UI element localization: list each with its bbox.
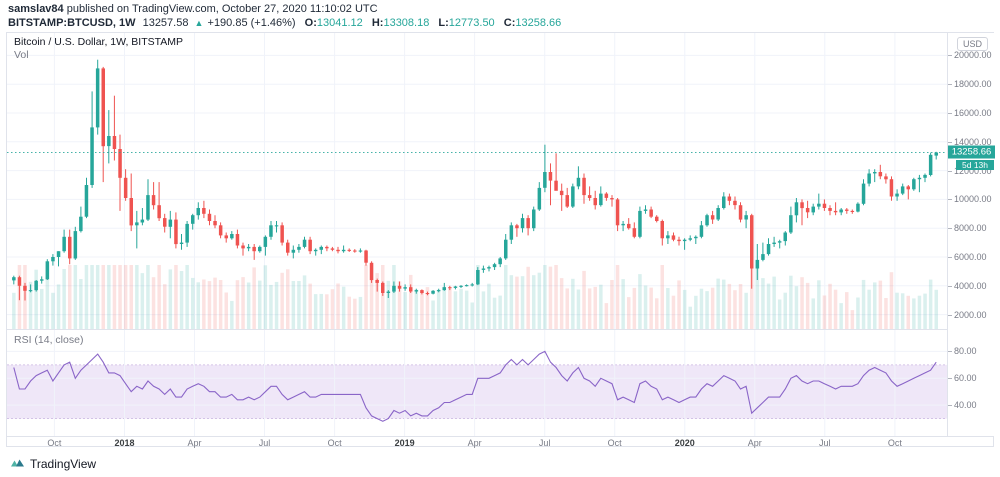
chart-frame: Bitcoin / U.S. Dollar, 1W, BITSTAMP Vol … [6, 32, 995, 448]
price-axis-tick-dash [948, 199, 952, 201]
time-axis-tick: Apr [187, 438, 202, 448]
price-axis-tick: 18000.00 [954, 79, 992, 90]
attribution-line: samslav84 published on TradingView.com, … [8, 2, 378, 16]
price-axis-tick-dash [948, 113, 952, 114]
chart-legend-volume: Vol [14, 49, 29, 61]
price-pane[interactable]: Bitcoin / U.S. Dollar, 1W, BITSTAMP Vol [7, 33, 947, 329]
price-chart-svg [7, 33, 947, 329]
price-axis-tick: 16000.00 [954, 108, 992, 118]
price-axis-tick: 20000.00 [954, 50, 992, 61]
quote-low-value: 12773.50 [448, 17, 495, 29]
price-axis-tick-dash [948, 170, 952, 172]
time-axis-tick: 2020 [674, 438, 695, 448]
quote-close-key: C: [503, 17, 516, 29]
pane-divider [7, 329, 947, 330]
time-axis-tick: Apr [467, 438, 482, 448]
quote-high-key: H: [371, 17, 384, 29]
time-axis-tick: Oct [607, 438, 622, 448]
price-axis-tick-dash [948, 141, 952, 143]
rsi-chart-svg [7, 330, 947, 436]
time-axis[interactable]: Oct 2018 Apr Jul Oct 2019 Apr Jul Oct 2020 Apr Jul O… [7, 436, 994, 448]
rsi-axis-tick-dash [948, 405, 952, 407]
quote-low-key: L: [438, 17, 449, 29]
chart-legend-title: Bitcoin / U.S. Dollar, 1W, BITSTAMP [14, 36, 184, 48]
rsi-pane[interactable]: RSI (14, close) [7, 330, 947, 436]
time-axis-tick: Oct [327, 438, 342, 448]
quote-symbol[interactable]: BITSTAMP:BTCUSD, 1W [8, 17, 136, 29]
time-axis-tick: 2018 [114, 438, 135, 448]
price-axis-tick: 8000.00 [954, 223, 987, 234]
rsi-axis-tick: 80.00 [954, 346, 977, 357]
time-axis-tick: Jul [819, 438, 831, 448]
price-axis-tick: 2000.00 [954, 309, 987, 320]
quote-high-value: 13308.18 [383, 17, 430, 29]
price-axis-tick-dash [948, 55, 952, 57]
price-axis-tick: 6000.00 [954, 252, 987, 262]
current-price-badge[interactable]: 13258.66 [948, 145, 995, 159]
quote-up-arrow-icon: ▲ [194, 18, 204, 28]
time-axis-tick: Oct [47, 438, 62, 448]
price-axis-tick: 12000.00 [954, 166, 992, 176]
time-axis-tick: Jul [538, 438, 551, 448]
quote-open-key: O: [304, 17, 317, 29]
time-axis-tick: Jul [258, 438, 271, 448]
price-axis-tick: 4000.00 [954, 280, 987, 291]
price-axis-tick-dash [948, 257, 952, 258]
quote-close-value: 13258.66 [515, 17, 562, 29]
price-axis-tick: 14000.00 [954, 136, 992, 147]
rsi-axis-tick: 60.00 [954, 373, 977, 384]
price-axis-tick-dash [948, 314, 952, 316]
quote-open-value: 13041.12 [316, 17, 363, 29]
rsi-axis-tick: 40.00 [954, 400, 977, 411]
time-axis-tick: Apr [747, 438, 762, 448]
chart-legend-rsi: RSI (14, close) [14, 334, 84, 346]
price-axis-tick-dash [948, 285, 952, 287]
time-axis-tick: Oct [887, 438, 902, 448]
quote-last-price: 13257.58 [142, 17, 189, 29]
rsi-axis-tick-dash [948, 351, 952, 353]
attribution-username: samslav84 [8, 3, 64, 15]
price-axis-tick-dash [948, 228, 952, 230]
price-axis-tick: 10000.00 [954, 194, 992, 205]
rsi-axis-tick-dash [948, 378, 952, 380]
footer: TradingView [10, 456, 96, 471]
attribution-text: published on TradingView.com, October 27… [63, 3, 378, 15]
time-axis-tick: 2019 [394, 438, 415, 448]
tradingview-logo-icon [11, 459, 24, 467]
quote-line: BITSTAMP:BTCUSD, 1W 13257.58 ▲ +190.85 (… [8, 16, 561, 30]
quote-change: +190.85 (+1.46%) [207, 17, 296, 29]
currency-chip: USD [957, 37, 989, 51]
price-axis[interactable]: USD 20000.00 18000.00 16000.00 14000.00 1200… [947, 33, 995, 436]
tradingview-brand-label: TradingView [30, 456, 97, 471]
price-axis-tick-dash [948, 84, 952, 86]
countdown-badge[interactable]: 5d 13h [956, 158, 994, 170]
